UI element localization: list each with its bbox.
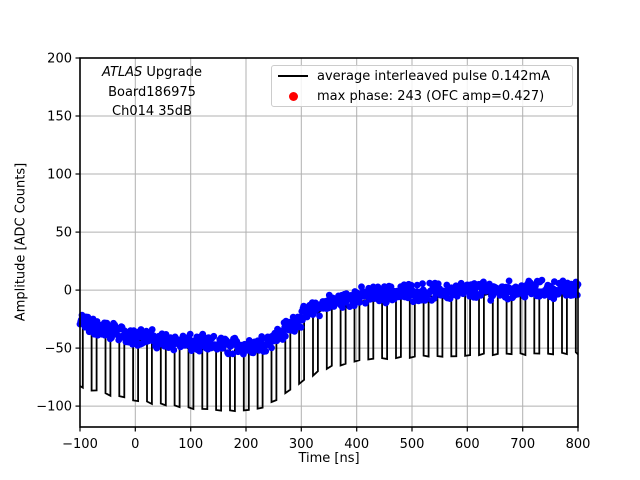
scatter-point [358,283,365,291]
y-tick-label: 0 [64,284,72,299]
scatter-point [446,295,454,302]
scatter-point [186,330,194,338]
scatter-point [538,276,546,284]
legend-entry-pulse: average interleaved pulse 0.142mA [272,66,572,86]
scatter-point [505,277,513,285]
scatter-point [85,328,93,336]
scatter-point [148,326,156,333]
scatter-point [196,347,203,355]
x-tick-label: 100 [178,437,203,452]
y-tick-label: 100 [47,168,72,183]
scatter-point [210,332,218,340]
x-tick-label: 200 [234,437,259,452]
annotation-upgrade: Upgrade [142,65,202,80]
scatter-point [316,312,323,320]
legend-dot-sample [277,91,309,101]
scatter-point [356,298,363,306]
plot-annotation: ATLAS Upgrade Board186975 Ch014 35dB [82,63,222,122]
scatter-point [268,344,275,352]
x-tick-label: 500 [400,437,425,452]
x-tick-label: 700 [510,437,535,452]
scatter-point [229,350,237,358]
max-phase-scatter-series [76,276,582,358]
red-dot-icon [288,91,298,101]
legend-box: average interleaved pulse 0.142mA max ph… [271,65,573,107]
annotation-line-3: Ch014 35dB [112,104,192,119]
annotation-line-1: ATLAS Upgrade [82,63,222,83]
scatter-point [170,346,178,354]
scatter-point [413,281,421,289]
legend-entry-maxphase: max phase: 243 (OFC amp=0.427) [272,86,572,106]
scatter-point [130,327,138,334]
y-tick-label: 200 [47,52,72,67]
legend-label-maxphase: max phase: 243 (OFC amp=0.427) [317,88,545,104]
black-line-icon [278,75,308,77]
scatter-point [262,347,270,355]
y-tick-label: 150 [47,110,72,125]
scatter-point [419,280,426,287]
x-tick-label: 800 [566,437,591,452]
scatter-point [258,333,266,340]
annotation-atlas-italic: ATLAS [102,65,143,80]
y-tick-label: −50 [45,342,72,357]
x-tick-label: 400 [344,437,369,452]
scatter-point [297,323,305,331]
plot-frame [79,57,579,428]
scatter-point [350,302,358,310]
x-tick-label: 300 [289,437,314,452]
scatter-point [339,304,346,311]
x-tick-label: −100 [62,437,98,452]
y-axis-label: Amplitude [ADC Counts] [13,162,29,322]
y-tick-label: 50 [55,226,72,241]
x-tick-label: 600 [455,437,480,452]
x-axis-label: Time [ns] [298,451,360,466]
x-tick-label: 0 [131,437,139,452]
annotation-line-2: Board186975 [108,84,196,100]
y-tick-label: −100 [36,400,72,415]
legend-line-sample [277,75,309,77]
scatter-point [282,332,289,340]
legend-label-pulse: average interleaved pulse 0.142mA [317,68,551,84]
